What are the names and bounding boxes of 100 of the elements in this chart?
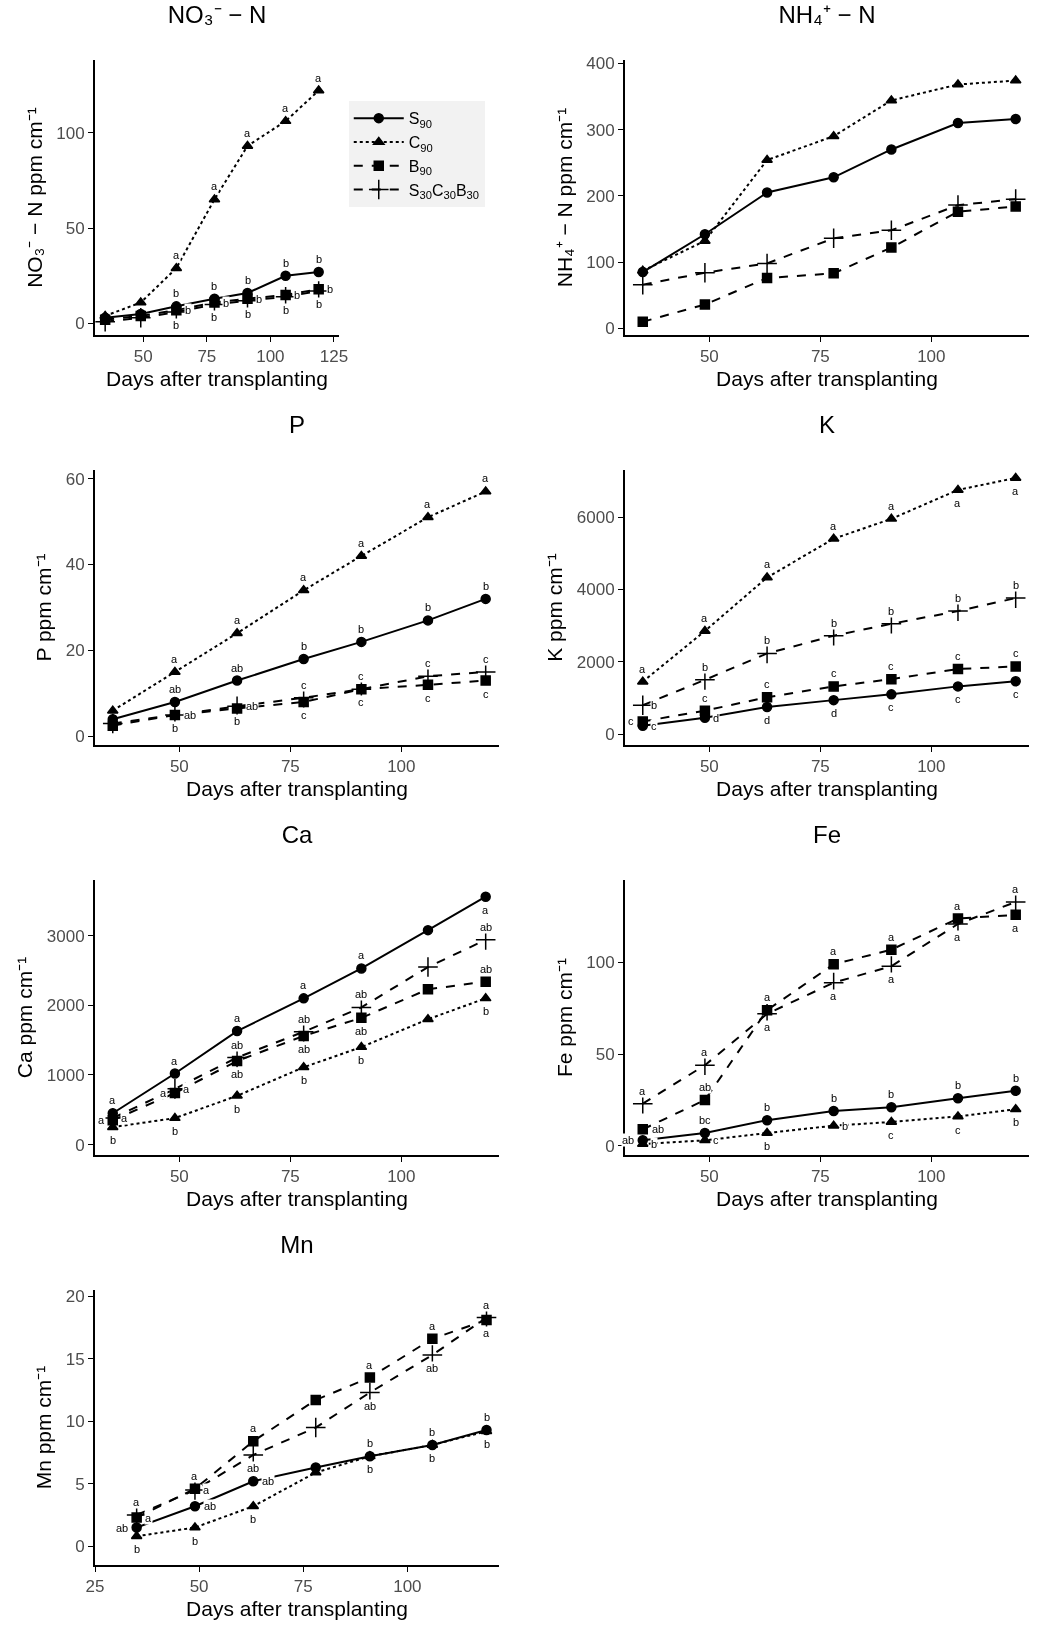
data-label: a [954, 931, 961, 943]
x-axis-title: Days after transplanting [106, 367, 328, 391]
data-label: a [764, 558, 771, 570]
data-label: b [888, 1088, 895, 1100]
data-label: a [1012, 485, 1019, 497]
chart-title: Mn [280, 1230, 314, 1258]
y-tick-label: 0 [605, 319, 615, 339]
x-axis-title: Days after transplanting [186, 777, 408, 801]
y-tick-label: 6000 [576, 507, 615, 527]
data-label: c [358, 696, 364, 708]
y-tick-label: 40 [65, 555, 85, 575]
data-label: a [315, 72, 322, 84]
data-label: c [425, 692, 431, 704]
legend-label: C$_{90}$ [408, 134, 433, 154]
data-label: a [830, 990, 837, 1002]
y-tick-label: 0 [605, 725, 615, 745]
data-label: ab [204, 1500, 217, 1512]
data-label: ab [652, 1123, 665, 1135]
data-label: a [954, 900, 961, 912]
data-label: a [244, 127, 251, 139]
data-label: b [173, 319, 180, 331]
data-label: b [764, 1140, 771, 1152]
chart-title: K [818, 410, 836, 438]
x-tick-label: 50 [133, 347, 153, 367]
data-label: b [234, 1103, 241, 1115]
data-label: ab [699, 1081, 712, 1093]
x-axis-title: Days after transplanting [186, 1597, 408, 1621]
data-label: a [482, 472, 489, 484]
data-label: a [300, 571, 307, 583]
data-label: b [483, 580, 490, 592]
data-label: a [358, 537, 365, 549]
y-axis-title: NH₄⁺ − N ppm cm⁻¹ [552, 107, 576, 288]
data-label: c [955, 650, 961, 662]
data-label: b [1013, 579, 1020, 591]
data-label: a [191, 1470, 198, 1482]
x-tick-label: 50 [699, 757, 719, 777]
x-tick-label: 25 [85, 1577, 105, 1597]
data-label: b [1013, 1072, 1020, 1084]
data-label: b [764, 634, 771, 646]
data-label: b [301, 640, 308, 652]
x-axis-title: Days after transplanting [716, 367, 938, 391]
x-axis-title: Days after transplanting [716, 1187, 938, 1211]
data-label: b [483, 1005, 490, 1017]
data-label: c [955, 1124, 961, 1136]
y-tick-label: 4000 [576, 580, 615, 600]
data-label: b [283, 257, 290, 269]
y-tick-label: 0 [605, 1136, 615, 1156]
data-label: ab [231, 1039, 244, 1051]
data-label: d [713, 712, 720, 724]
data-label: a [109, 1094, 116, 1106]
data-label: c [301, 679, 307, 691]
data-label: b [134, 1543, 141, 1555]
data-label: b [256, 293, 263, 305]
data-label: ab [298, 1043, 311, 1055]
data-label: a [888, 931, 895, 943]
data-label: b [484, 1411, 491, 1423]
data-label: a [121, 1112, 128, 1124]
x-tick-label: 75 [810, 757, 830, 777]
y-tick-label: 0 [75, 727, 85, 747]
y-tick-label: 50 [595, 1045, 615, 1065]
data-label: b [1013, 1116, 1020, 1128]
data-label: a [145, 1512, 152, 1524]
y-tick-label: 20 [65, 641, 85, 661]
data-label: d [831, 707, 838, 719]
y-tick-label: 60 [65, 469, 85, 489]
data-label: a [282, 102, 289, 114]
y-axis-title: K ppm cm⁻¹ [543, 553, 567, 662]
data-label: a [173, 249, 180, 261]
data-label: b [185, 304, 192, 316]
data-label: b [172, 722, 179, 734]
data-label: ab [262, 1475, 275, 1487]
y-axis-title: NO₃⁻ − N ppm cm⁻¹ [22, 107, 46, 288]
chart-title: NO₃⁻ − N [167, 0, 267, 28]
data-label: a [424, 498, 431, 510]
data-label: b [367, 1437, 374, 1449]
data-label: a [888, 973, 895, 985]
y-axis-title: Mn ppm cm⁻¹ [32, 1365, 56, 1490]
y-tick-label: 5 [75, 1474, 85, 1494]
y-tick-label: 400 [586, 54, 615, 74]
data-label: b [484, 1438, 491, 1450]
data-label: b [301, 1074, 308, 1086]
data-label: ab [426, 1362, 439, 1374]
data-label: a [203, 1484, 210, 1496]
data-label: b [316, 253, 323, 265]
data-label: ab [480, 963, 493, 975]
chart-title: NH₄⁺ − N [778, 0, 876, 28]
data-label: b [316, 298, 323, 310]
data-label: c [651, 720, 657, 732]
y-tick-label: 0 [75, 1537, 85, 1557]
data-label: b [173, 287, 180, 299]
data-label: c [425, 657, 431, 669]
data-label: a [358, 949, 365, 961]
data-label: a [639, 1085, 646, 1097]
data-label: b [429, 1452, 436, 1464]
data-label: ab [247, 1462, 260, 1474]
y-tick-label: 20 [65, 1287, 85, 1307]
data-label: b [831, 617, 838, 629]
data-label: b [234, 715, 241, 727]
y-tick-label: 200 [586, 186, 615, 206]
x-tick-label: 100 [393, 1577, 422, 1597]
